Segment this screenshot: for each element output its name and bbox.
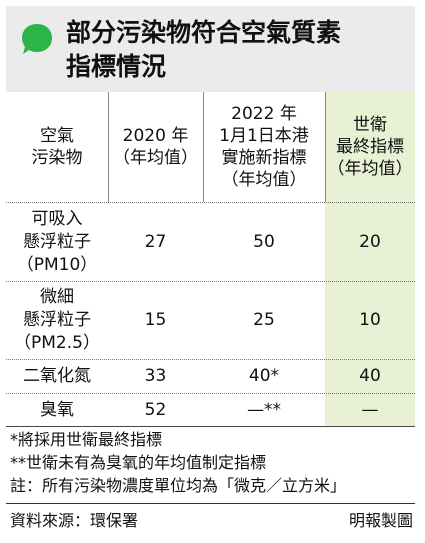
pollutant-name: 微細 懸浮粒子 （PM2.5）: [14, 287, 100, 353]
graphic-credit: 明報製圖: [348, 511, 413, 530]
footnotes: *將採用世衛最終指標 **世衛未有為臭氧的年均值制定指標 註：所有污染物濃度單位…: [10, 428, 415, 497]
who-column-highlight: [325, 92, 415, 426]
pollutant-name: 可吸入 懸浮粒子 （PM10）: [16, 208, 98, 275]
page-title: 部分污染物符合空氣質素 指標情況: [66, 16, 411, 84]
pollutant-name: 二氧化氮: [23, 366, 91, 386]
table-row-ozone: 臭氧 52 —** —: [6, 394, 415, 427]
footnote: 註：所有污染物濃度單位均為「微克／立方米」: [10, 476, 347, 495]
footnote: *將採用世衛最終指標: [10, 430, 163, 449]
header-pollutant: 空氣 污染物: [31, 126, 83, 168]
value-2020: 27: [144, 231, 167, 252]
value-hk-2022: —**: [247, 399, 281, 420]
column-divider: [108, 92, 109, 202]
header-who: 世衛 最終指標 （年均值）: [327, 115, 413, 179]
header-2020: 2020 年 （年均值）: [113, 126, 198, 168]
title-banner: 部分污染物符合空氣質素 指標情況: [6, 6, 415, 92]
pollutant-name: 臭氧: [40, 399, 74, 420]
value-who: 40: [359, 366, 381, 386]
value-who: 10: [359, 310, 381, 330]
column-divider: [203, 92, 204, 202]
value-2020: 33: [144, 366, 167, 386]
table-header-row: 空氣 污染物 2020 年 （年均值） 2022 年 1月1日本港 實施新指標 …: [6, 92, 415, 203]
table-row-pm25: 微細 懸浮粒子 （PM2.5） 15 25 10: [6, 282, 415, 360]
header-hk-2022: 2022 年 1月1日本港 實施新指標 （年均值）: [219, 104, 309, 190]
column-divider: [325, 92, 326, 202]
value-2020: 15: [144, 310, 167, 330]
value-who: 20: [359, 231, 381, 252]
value-who: —: [361, 399, 379, 420]
value-hk-2022: 25: [253, 310, 275, 330]
value-hk-2022: 50: [253, 231, 275, 252]
table-row-pm10: 可吸入 懸浮粒子 （PM10） 27 50 20: [6, 203, 415, 282]
speech-bubble-icon: [22, 24, 52, 54]
value-hk-2022: 40*: [248, 366, 280, 386]
footnote: **世衛未有為臭氧的年均值制定指標: [10, 453, 267, 472]
title-line-2: 指標情況: [66, 52, 167, 81]
value-2020: 52: [144, 399, 167, 420]
footer-divider: [6, 503, 415, 504]
title-line-1: 部分污染物符合空氣質素: [66, 18, 342, 47]
data-source: 資料來源：環保署: [10, 511, 139, 530]
table-row-no2: 二氧化氮 33 40* 40: [6, 360, 415, 394]
